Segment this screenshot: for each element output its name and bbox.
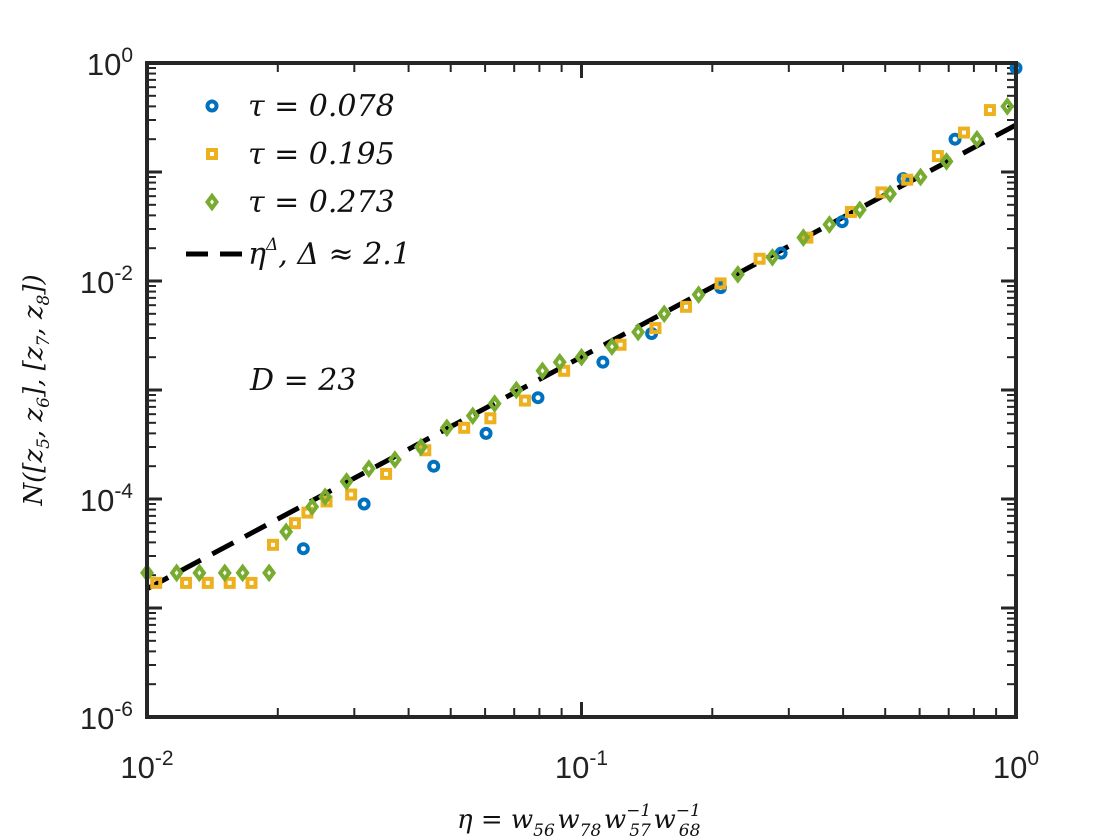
diamond-point xyxy=(217,563,232,583)
fit-layer xyxy=(145,122,1018,592)
d-annotation: D = 23 xyxy=(249,363,356,398)
square-point xyxy=(901,173,914,186)
diamond-point xyxy=(535,361,550,381)
square-point xyxy=(983,104,996,117)
diamond-point xyxy=(262,563,277,583)
circle-point xyxy=(357,497,371,511)
circle-point xyxy=(948,132,962,146)
square-point xyxy=(753,252,766,265)
legend-label: τ = 0.078 xyxy=(248,89,395,124)
square-point xyxy=(649,322,662,335)
legend: τ = 0.078 τ = 0.195 τ = 0.273 ηΔ, Δ ≈ 2.1 xyxy=(186,89,411,272)
diamond-point xyxy=(235,563,250,583)
diamond-point xyxy=(822,215,837,234)
y-tick-label: 100 xyxy=(87,44,133,82)
legend-marker xyxy=(206,148,218,160)
diamond-point xyxy=(883,184,898,204)
diamond-point xyxy=(361,459,376,478)
series-1 xyxy=(296,61,1023,556)
square-point xyxy=(223,576,236,589)
square-point xyxy=(201,576,214,589)
legend-item: τ = 0.273 xyxy=(205,185,395,220)
square-point xyxy=(345,488,358,501)
y-tick-label: 10-6 xyxy=(80,698,133,736)
diamond-point xyxy=(604,337,619,356)
y-axis-label: N([z5, z6], [z7, z8]) xyxy=(19,274,54,506)
diamond-point xyxy=(691,285,706,304)
circle-point xyxy=(774,246,788,260)
legend-label: τ = 0.195 xyxy=(248,137,395,172)
diamond-point xyxy=(465,406,480,426)
diamond-point xyxy=(631,322,646,342)
circle-point xyxy=(835,215,849,229)
legend-label: τ = 0.273 xyxy=(248,185,395,220)
diamond-point xyxy=(796,228,811,247)
diamond-point xyxy=(765,247,780,267)
data-points xyxy=(140,61,1023,589)
diamond-point xyxy=(1000,97,1015,116)
fit-line xyxy=(145,122,1018,592)
x-tick-label: 10-2 xyxy=(120,747,173,785)
square-point xyxy=(180,576,193,589)
x-tick-label: 100 xyxy=(993,747,1039,785)
y-tick-label: 10-2 xyxy=(80,262,133,300)
diamond-point xyxy=(439,418,454,438)
series-2 xyxy=(150,104,996,589)
square-point xyxy=(931,150,944,163)
y-tick-label: 10-4 xyxy=(80,480,133,518)
square-point xyxy=(518,394,531,407)
square-point xyxy=(957,126,970,139)
diamond-point xyxy=(939,152,954,171)
circle-point xyxy=(596,355,610,369)
x-tick-labels: 10-2 10-1 100 xyxy=(120,747,1039,785)
diamond-point xyxy=(169,563,184,583)
y-tick-labels: 10-6 10-4 10-2 100 xyxy=(80,44,133,736)
diamond-point xyxy=(192,563,207,583)
diamond-point xyxy=(413,437,428,457)
circle-point xyxy=(427,459,441,473)
square-point xyxy=(458,421,471,434)
circle-point xyxy=(296,542,310,556)
legend-item: τ = 0.078 xyxy=(205,89,395,124)
diamond-point xyxy=(913,167,928,187)
series-3 xyxy=(140,97,1015,583)
diamond-point xyxy=(509,380,524,400)
legend-marker xyxy=(205,192,219,212)
square-point xyxy=(267,538,280,551)
diamond-point xyxy=(487,394,502,413)
square-point xyxy=(380,467,393,480)
square-point xyxy=(484,412,497,425)
diamond-point xyxy=(657,304,672,324)
square-point xyxy=(680,300,693,313)
circle-point xyxy=(479,426,493,440)
diamond-point xyxy=(574,347,589,367)
diamond-point xyxy=(552,352,567,372)
diamond-point xyxy=(279,522,294,542)
legend-item: τ = 0.195 xyxy=(206,137,395,172)
circle-point xyxy=(531,391,545,405)
diamond-point xyxy=(339,472,354,491)
diamond-point xyxy=(318,487,333,507)
legend-item: ηΔ, Δ ≈ 2.1 xyxy=(186,235,411,272)
diamond-point xyxy=(730,265,745,284)
square-point xyxy=(245,576,258,589)
legend-marker xyxy=(205,99,219,113)
square-point xyxy=(150,576,163,589)
legend-label: ηΔ, Δ ≈ 2.1 xyxy=(248,235,411,272)
square-point xyxy=(714,277,727,290)
x-tick-label: 10-1 xyxy=(555,747,608,785)
x-axis-label: η = w56 w78 w−1 57 w−1 68 xyxy=(457,801,703,840)
diamond-point xyxy=(852,200,867,220)
plot-frame xyxy=(145,61,1018,719)
square-point xyxy=(288,517,301,530)
diamond-point xyxy=(387,450,402,469)
diamond-point xyxy=(969,129,984,149)
diamond-point xyxy=(305,497,320,517)
square-point xyxy=(801,231,814,244)
